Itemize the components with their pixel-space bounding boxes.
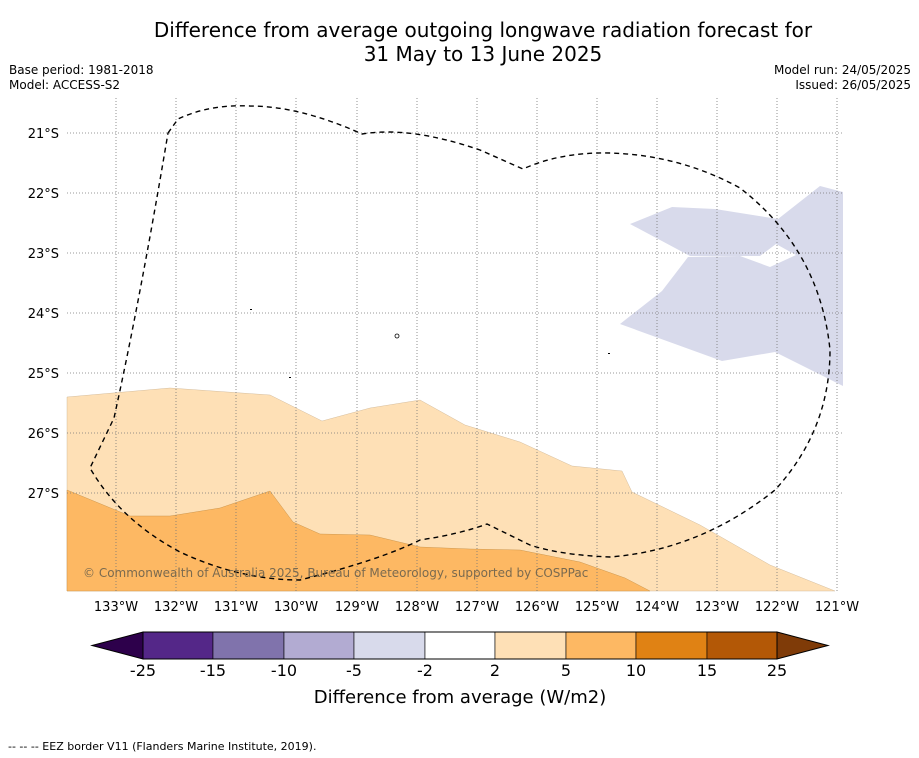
base-period: Base period: 1981-2018 bbox=[9, 63, 154, 77]
eez-footnote: -- -- -- EEZ border V11 (Flanders Marine… bbox=[8, 740, 317, 753]
lat-label: 22°S bbox=[28, 187, 59, 202]
lat-label: 26°S bbox=[28, 427, 59, 442]
colorbar-tick: -25 bbox=[130, 661, 156, 680]
lon-label: 121°W bbox=[815, 600, 859, 615]
colorbar-frame bbox=[142, 631, 778, 660]
model-run: Model run: 24/05/2025 bbox=[773, 63, 911, 77]
colorbar-tick: 5 bbox=[561, 661, 571, 680]
lat-label: 27°S bbox=[28, 487, 59, 502]
colorbar: -25 -15 -10 -5 -2 2 5 10 15 25 Differenc… bbox=[90, 631, 830, 708]
meta-left: Base period: 1981-2018 Model: ACCESS-S2 bbox=[9, 63, 154, 93]
colorbar-cells bbox=[90, 631, 830, 660]
map-area: © Commonwealth of Australia 2025, Bureau… bbox=[66, 98, 843, 592]
lon-label: 130°W bbox=[274, 600, 318, 615]
region-orange bbox=[66, 489, 651, 592]
colorbar-cell bbox=[353, 631, 426, 660]
colorbar-cell bbox=[142, 631, 214, 660]
colorbar-tick: -15 bbox=[200, 661, 226, 680]
model-name: Model: ACCESS-S2 bbox=[9, 78, 121, 92]
colorbar-cell bbox=[565, 631, 637, 660]
colorbar-tick: 10 bbox=[626, 661, 646, 680]
lon-label: 132°W bbox=[154, 600, 198, 615]
lon-label: 127°W bbox=[455, 600, 499, 615]
title-line-2: 31 May to 13 June 2025 bbox=[363, 42, 603, 66]
colorbar-tick: -2 bbox=[417, 661, 433, 680]
colorbar-cell bbox=[706, 631, 778, 660]
gridlines bbox=[67, 98, 843, 591]
lat-label: 25°S bbox=[28, 367, 59, 382]
lat-label: 21°S bbox=[28, 127, 59, 142]
lon-label: 125°W bbox=[575, 600, 619, 615]
colorbar-tick-labels: -25 -15 -10 -5 -2 2 5 10 15 25 bbox=[130, 661, 787, 680]
lat-axis-labels: 21°S 22°S 23°S 24°S 25°S 26°S 27°S bbox=[28, 127, 59, 502]
lat-label: 24°S bbox=[28, 307, 59, 322]
colorbar-cell bbox=[635, 631, 708, 660]
colorbar-arrow-low bbox=[90, 631, 144, 660]
copyright-text: © Commonwealth of Australia 2025, Bureau… bbox=[83, 566, 588, 580]
issued-date: Issued: 26/05/2025 bbox=[795, 78, 911, 92]
lon-axis-labels: 133°W 132°W 131°W 130°W 129°W 128°W 127°… bbox=[94, 600, 859, 615]
lon-label: 128°W bbox=[395, 600, 439, 615]
eez-border bbox=[89, 105, 831, 581]
colorbar-tick: -10 bbox=[271, 661, 297, 680]
lon-label: 124°W bbox=[635, 600, 679, 615]
title-line-1: Difference from average outgoing longwav… bbox=[153, 18, 813, 42]
colorbar-cell bbox=[494, 631, 567, 660]
lon-label: 133°W bbox=[94, 600, 138, 615]
colorbar-arrow-high bbox=[776, 631, 830, 660]
colorbar-tick: 15 bbox=[697, 661, 717, 680]
island-marks bbox=[250, 309, 610, 378]
colorbar-tick: 2 bbox=[490, 661, 500, 680]
lon-label: 122°W bbox=[755, 600, 799, 615]
colorbar-cell bbox=[283, 631, 355, 660]
meta-right: Model run: 24/05/2025 Issued: 26/05/2025 bbox=[774, 63, 911, 93]
map-title: Difference from average outgoing longwav… bbox=[0, 18, 919, 66]
colorbar-cell bbox=[212, 631, 285, 660]
colorbar-cell bbox=[424, 631, 496, 660]
lat-label: 23°S bbox=[28, 247, 59, 262]
lon-label: 126°W bbox=[515, 600, 559, 615]
colorbar-tick: 25 bbox=[767, 661, 787, 680]
colorbar-tick: -5 bbox=[346, 661, 362, 680]
lon-label: 131°W bbox=[214, 600, 258, 615]
lon-label: 123°W bbox=[695, 600, 739, 615]
lon-label: 129°W bbox=[335, 600, 379, 615]
colorbar-label: Difference from average (W/m2) bbox=[314, 687, 606, 708]
